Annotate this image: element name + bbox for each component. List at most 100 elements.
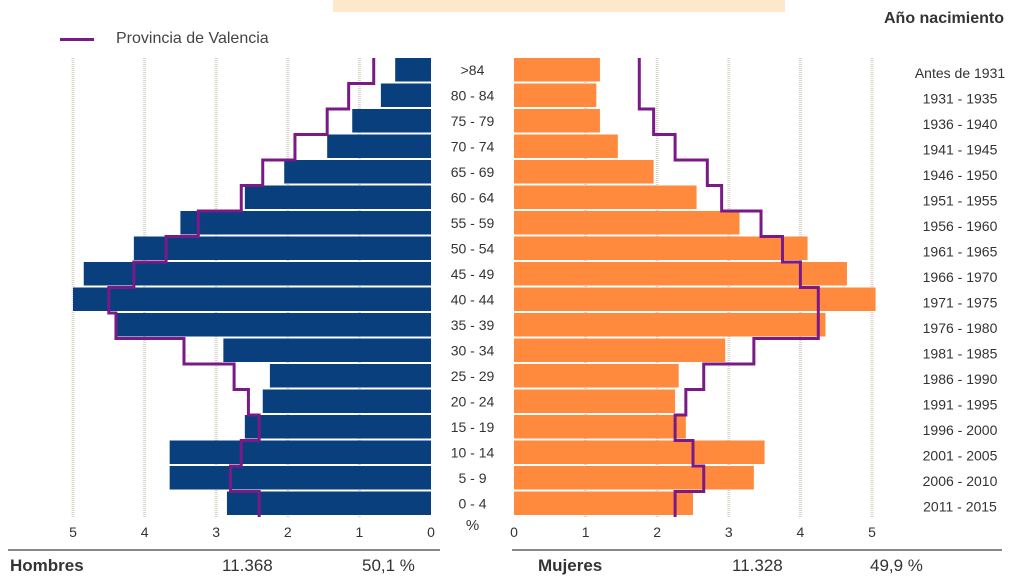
bar-mujeres (514, 160, 654, 184)
birth-year-axis-title: Año nacimiento (883, 10, 1004, 27)
birth-year-label: 1941 - 1945 (923, 142, 998, 158)
birth-year-label: Antes de 1931 (915, 65, 1006, 81)
age-group-label: 65 - 69 (451, 164, 495, 180)
age-group-label: 0 - 4 (458, 496, 486, 512)
bar-hombres (244, 415, 431, 439)
bar-mujeres (514, 338, 726, 362)
age-group-label: 30 - 34 (451, 343, 495, 359)
age-group-label: 60 - 64 (451, 190, 495, 206)
bar-mujeres (514, 440, 765, 464)
x-tick-label-right: 0 (510, 524, 518, 540)
summary-rule-right (512, 549, 1002, 551)
birth-year-label: 2006 - 2010 (923, 473, 998, 489)
bar-hombres (327, 134, 431, 158)
bar-hombres (133, 236, 432, 260)
age-group-label: 20 - 24 (451, 394, 495, 410)
bar-hombres (395, 58, 431, 82)
age-group-label: 80 - 84 (451, 88, 495, 104)
birth-year-label: 2001 - 2005 (923, 448, 998, 464)
legend-label: Provincia de Valencia (116, 30, 269, 47)
x-tick-label-right: 3 (725, 524, 733, 540)
x-tick-label-right: 4 (797, 524, 805, 540)
bar-mujeres (514, 313, 826, 337)
birth-year-label: 1971 - 1975 (923, 295, 998, 311)
bar-mujeres (514, 236, 808, 260)
bar-hombres (284, 160, 431, 184)
top-banner (333, 0, 785, 12)
bar-mujeres (514, 185, 697, 209)
bar-mujeres (514, 364, 679, 388)
bar-mujeres (514, 211, 740, 235)
x-tick-label-left: 5 (69, 524, 77, 540)
mujeres-label: Mujeres (538, 556, 603, 575)
bar-hombres (73, 287, 431, 311)
x-tick-label-right: 5 (868, 524, 876, 540)
x-tick-label-left: 4 (141, 524, 149, 540)
bar-mujeres (514, 491, 693, 515)
bar-mujeres (514, 58, 600, 82)
birth-year-label: 1961 - 1965 (923, 244, 998, 260)
birth-year-label: 1946 - 1950 (923, 167, 998, 183)
age-group-label: 25 - 29 (451, 368, 495, 384)
birth-year-label: 1976 - 1980 (923, 320, 998, 336)
x-tick-label-left: 0 (427, 524, 435, 540)
bar-hombres (244, 185, 431, 209)
age-group-label: 40 - 44 (451, 292, 495, 308)
age-group-label: 10 - 14 (451, 445, 495, 461)
summary-rule-left (8, 549, 440, 551)
hombres-label: Hombres (10, 556, 84, 575)
bar-hombres (115, 313, 432, 337)
mujeres-percent: 49,9 % (870, 556, 923, 575)
legend: Provincia de Valencia (60, 30, 269, 48)
bar-hombres (180, 211, 431, 235)
birth-year-label: 1996 - 2000 (923, 422, 998, 438)
x-tick-label-left: 1 (356, 524, 364, 540)
bar-mujeres (514, 109, 600, 133)
age-group-label: 50 - 54 (451, 241, 495, 257)
birth-year-label: 1986 - 1990 (923, 371, 998, 387)
birth-year-label: 1981 - 1985 (923, 346, 998, 362)
birth-year-label: 1931 - 1935 (923, 91, 998, 107)
age-group-label: 15 - 19 (451, 419, 495, 435)
bar-mujeres (514, 466, 754, 490)
birth-year-label: 2011 - 2015 (923, 499, 997, 515)
age-group-label: 70 - 74 (451, 139, 495, 155)
birth-year-label: 1991 - 1995 (923, 397, 998, 413)
age-group-label: 5 - 9 (458, 470, 486, 486)
age-group-label: 35 - 39 (451, 317, 495, 333)
bar-mujeres (514, 415, 686, 439)
bar-hombres (352, 109, 431, 133)
legend-line-swatch (60, 37, 94, 41)
province-line-hombres (107, 58, 376, 517)
bar-hombres (83, 262, 432, 286)
bar-mujeres (514, 83, 597, 107)
x-tick-label-right: 1 (582, 524, 590, 540)
bar-hombres (380, 83, 431, 107)
age-group-label: 45 - 49 (451, 266, 495, 282)
mujeres-total: 11.328 (732, 556, 783, 575)
bar-mujeres (514, 287, 876, 311)
birth-year-label: 1936 - 1940 (923, 116, 998, 132)
age-group-label: 75 - 79 (451, 113, 495, 129)
age-group-label: >84 (461, 62, 485, 78)
hombres-total: 11.368 (222, 556, 273, 575)
province-line-mujeres (637, 58, 820, 517)
bar-mujeres (514, 262, 847, 286)
birth-year-label: 1951 - 1955 (923, 193, 998, 209)
bar-mujeres (514, 134, 618, 158)
x-tick-label-right: 2 (653, 524, 661, 540)
bar-hombres (269, 364, 431, 388)
bar-hombres (226, 491, 431, 515)
birth-year-label: 1956 - 1960 (923, 218, 998, 234)
bar-mujeres (514, 389, 676, 413)
bar-hombres (223, 338, 431, 362)
hombres-percent: 50,1 % (362, 556, 415, 575)
percent-axis-label: % (466, 517, 479, 534)
birth-year-label: 1966 - 1970 (923, 269, 998, 285)
bar-hombres (169, 466, 431, 490)
bar-hombres (262, 389, 431, 413)
population-pyramid-chart: >84 Antes de 1931 80 - 84 1931 - 1935 75 - 7… (69, 58, 1006, 540)
age-group-label: 55 - 59 (451, 215, 495, 231)
x-tick-label-left: 3 (212, 524, 220, 540)
bar-hombres (169, 440, 431, 464)
